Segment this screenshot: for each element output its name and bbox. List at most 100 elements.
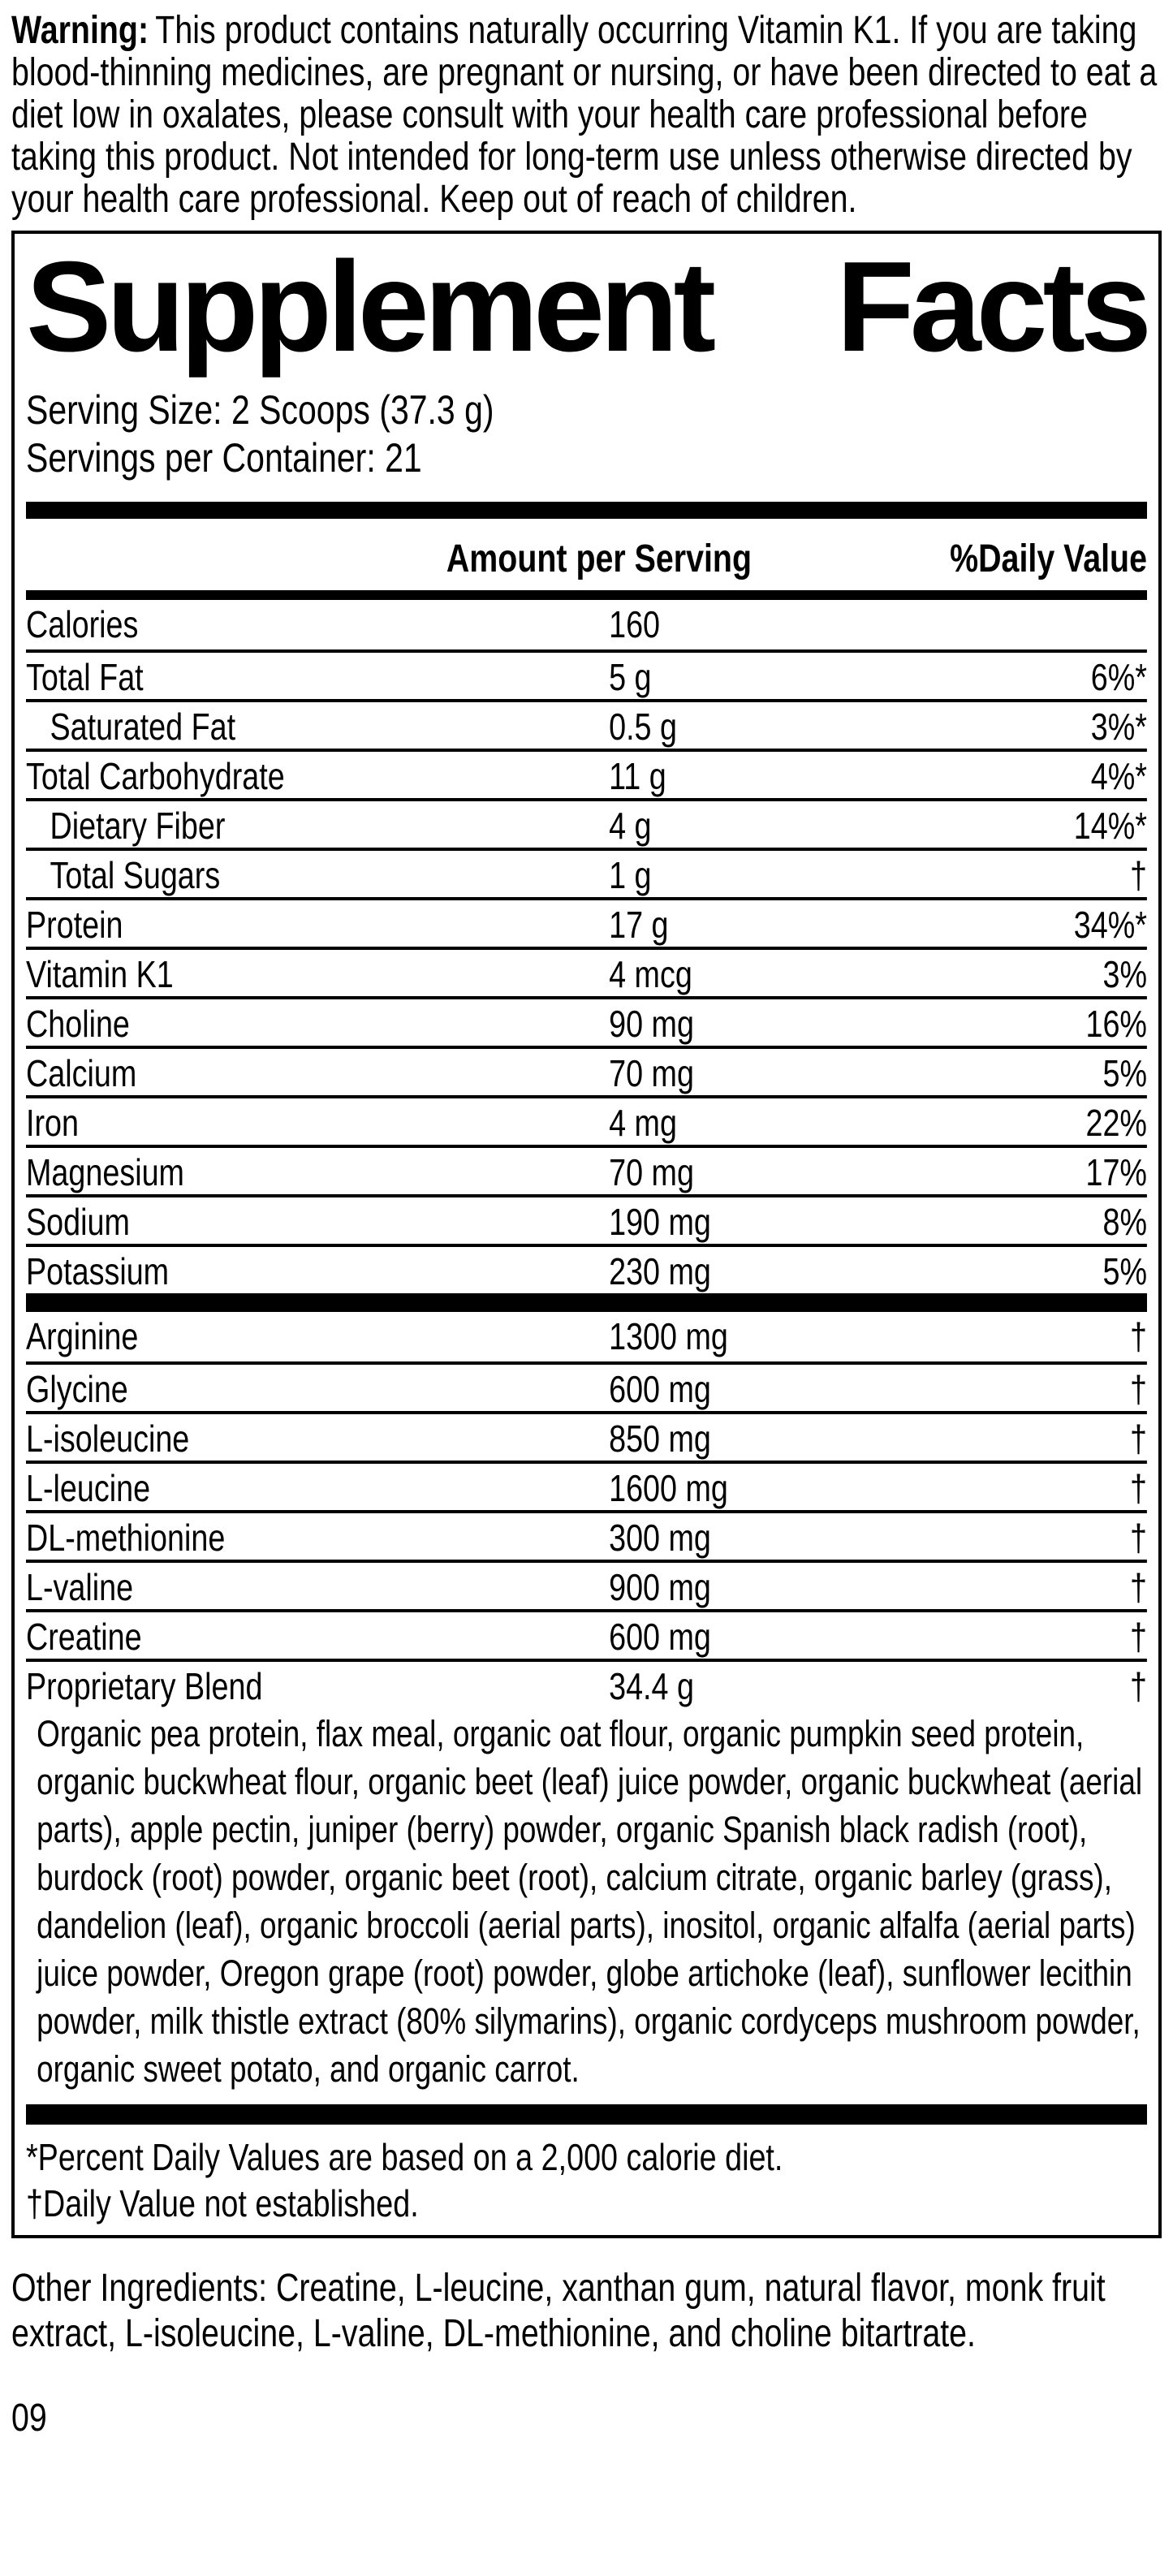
nutrient-dv: 3% — [1102, 953, 1147, 996]
warning-label: Warning: — [11, 9, 149, 52]
nutrient-amount: 70 mg — [609, 1052, 694, 1095]
serving-size: Serving Size: 2 Scoops (37.3 g) — [26, 387, 494, 434]
nutrient-row: Total Fat 5 g 6%* — [26, 649, 1147, 699]
amino-acid-rows: Arginine 1300 mg † Glycine 600 mg † L-isoleu… — [26, 1312, 1147, 1708]
nutrient-rows: Calories 160 Total Fat 5 g 6%* Saturated Fa… — [26, 600, 1147, 1293]
nutrient-label: L-leucine — [26, 1467, 151, 1510]
nutrient-dv: 3%* — [1090, 705, 1147, 749]
nutrient-dv: † — [1129, 1467, 1147, 1510]
nutrient-label: Proprietary Blend — [26, 1665, 263, 1708]
nutrient-dv: 4%* — [1090, 755, 1147, 798]
nutrient-row: Sodium 190 mg 8% — [26, 1194, 1147, 1244]
divider-thick — [26, 2104, 1147, 2125]
nutrient-amount: 4 mg — [609, 1102, 677, 1145]
nutrient-row: L-isoleucine 850 mg † — [26, 1411, 1147, 1461]
nutrient-row: Iron 4 mg 22% — [26, 1095, 1147, 1145]
nutrient-amount: 850 mg — [609, 1417, 711, 1461]
nutrient-amount: 0.5 g — [609, 705, 677, 749]
other-ingredients: Other Ingredients: Creatine, L-leucine, … — [11, 2267, 1106, 2356]
nutrient-label: Glycine — [26, 1368, 128, 1411]
nutrient-label: Potassium — [26, 1250, 170, 1293]
panel-title-left: Supplement — [26, 235, 716, 378]
nutrient-dv: † — [1129, 1517, 1147, 1560]
nutrient-label: L-isoleucine — [26, 1417, 190, 1461]
warning-text: This product contains naturally occurrin… — [11, 9, 1158, 221]
supplement-facts-panel: Supplement Facts Serving Size: 2 Scoops … — [11, 231, 1162, 2239]
nutrient-row: L-valine 900 mg † — [26, 1560, 1147, 1609]
nutrient-dv: † — [1129, 1665, 1147, 1708]
nutrient-label: Saturated Fat — [50, 705, 236, 749]
nutrient-dv: 16% — [1085, 1003, 1147, 1046]
nutrient-amount: 11 g — [609, 755, 666, 798]
nutrient-dv: † — [1129, 1616, 1147, 1659]
nutrient-label: Total Fat — [26, 656, 144, 699]
nutrient-label: Total Sugars — [50, 854, 221, 897]
nutrient-label: L-valine — [26, 1566, 134, 1609]
nutrient-row: DL-methionine 300 mg † — [26, 1510, 1147, 1560]
nutrient-amount: 90 mg — [609, 1003, 694, 1046]
divider-thick — [26, 1293, 1147, 1313]
nutrient-amount: 1 g — [609, 854, 652, 897]
nutrient-amount: 5 g — [609, 656, 652, 699]
nutrient-label: Vitamin K1 — [26, 953, 174, 996]
nutrient-amount: 1300 mg — [609, 1315, 728, 1358]
nutrient-amount: 160 — [609, 603, 661, 646]
nutrient-row: Glycine 600 mg † — [26, 1361, 1147, 1411]
nutrient-dv: † — [1129, 1315, 1147, 1358]
footnotes: *Percent Daily Values are based on a 2,0… — [26, 2125, 1147, 2227]
nutrient-label: DL-methionine — [26, 1517, 226, 1560]
nutrient-row: Dietary Fiber 4 g 14%* — [26, 798, 1147, 848]
nutrient-row: Creatine 600 mg † — [26, 1609, 1147, 1659]
nutrient-label: Choline — [26, 1003, 130, 1046]
column-headers: Amount per Serving %Daily Value — [26, 519, 1147, 590]
nutrient-label: Arginine — [26, 1315, 139, 1358]
nutrient-amount: 900 mg — [609, 1566, 711, 1609]
nutrient-amount: 600 mg — [609, 1368, 711, 1411]
nutrient-label: Total Carbohydrate — [26, 755, 285, 798]
servings-per-container: Servings per Container: 21 — [26, 435, 422, 481]
nutrient-dv: 5% — [1102, 1052, 1147, 1095]
nutrient-dv: 17% — [1085, 1151, 1147, 1194]
label-page: Warning: This product contains naturally … — [11, 10, 1162, 2440]
nutrient-amount: 600 mg — [609, 1616, 711, 1659]
column-header-daily-value: %Daily Value — [950, 537, 1147, 581]
footnote-daily-value: *Percent Daily Values are based on a 2,0… — [26, 2136, 783, 2179]
page-number: 09 — [11, 2397, 47, 2440]
nutrient-dv: 22% — [1085, 1102, 1147, 1145]
nutrient-row: Total Sugars 1 g † — [26, 848, 1147, 897]
nutrient-label: Calcium — [26, 1052, 137, 1095]
nutrient-dv: 6%* — [1090, 656, 1147, 699]
nutrient-label: Sodium — [26, 1201, 130, 1244]
nutrient-label: Calories — [26, 603, 139, 646]
nutrient-row: Vitamin K1 4 mcg 3% — [26, 947, 1147, 996]
nutrient-row: L-leucine 1600 mg † — [26, 1461, 1147, 1510]
panel-title: Supplement Facts — [26, 235, 1152, 378]
nutrient-row: Potassium 230 mg 5% — [26, 1244, 1147, 1293]
nutrient-row: Proprietary Blend 34.4 g † — [26, 1659, 1147, 1708]
nutrient-label: Protein — [26, 904, 123, 947]
nutrient-dv: 5% — [1102, 1250, 1147, 1293]
nutrient-dv: † — [1129, 1368, 1147, 1411]
divider-thick — [26, 502, 1147, 520]
warning-paragraph: Warning: This product contains naturally … — [11, 10, 1162, 221]
nutrient-dv: 34%* — [1073, 904, 1147, 947]
proprietary-blend-description: Organic pea protein, flax meal, organic … — [37, 1713, 1143, 2091]
nutrient-amount: 70 mg — [609, 1151, 694, 1194]
nutrient-amount: 17 g — [609, 904, 669, 947]
panel-title-right: Facts — [836, 235, 1152, 378]
nutrient-row: Calcium 70 mg 5% — [26, 1046, 1147, 1095]
nutrient-dv: † — [1129, 1566, 1147, 1609]
nutrient-amount: 4 mcg — [609, 953, 692, 996]
nutrient-amount: 300 mg — [609, 1517, 711, 1560]
nutrient-label: Magnesium — [26, 1151, 184, 1194]
nutrient-amount: 190 mg — [609, 1201, 711, 1244]
nutrient-label: Creatine — [26, 1616, 142, 1659]
column-header-amount: Amount per Serving — [446, 537, 753, 581]
nutrient-amount: 230 mg — [609, 1250, 711, 1293]
nutrient-row: Magnesium 70 mg 17% — [26, 1145, 1147, 1194]
nutrient-row: Arginine 1300 mg † — [26, 1312, 1147, 1361]
nutrient-dv: 14%* — [1073, 805, 1147, 848]
nutrient-amount: 1600 mg — [609, 1467, 728, 1510]
nutrient-label: Dietary Fiber — [50, 805, 226, 848]
footnote-dagger: †Daily Value not established. — [26, 2182, 419, 2225]
